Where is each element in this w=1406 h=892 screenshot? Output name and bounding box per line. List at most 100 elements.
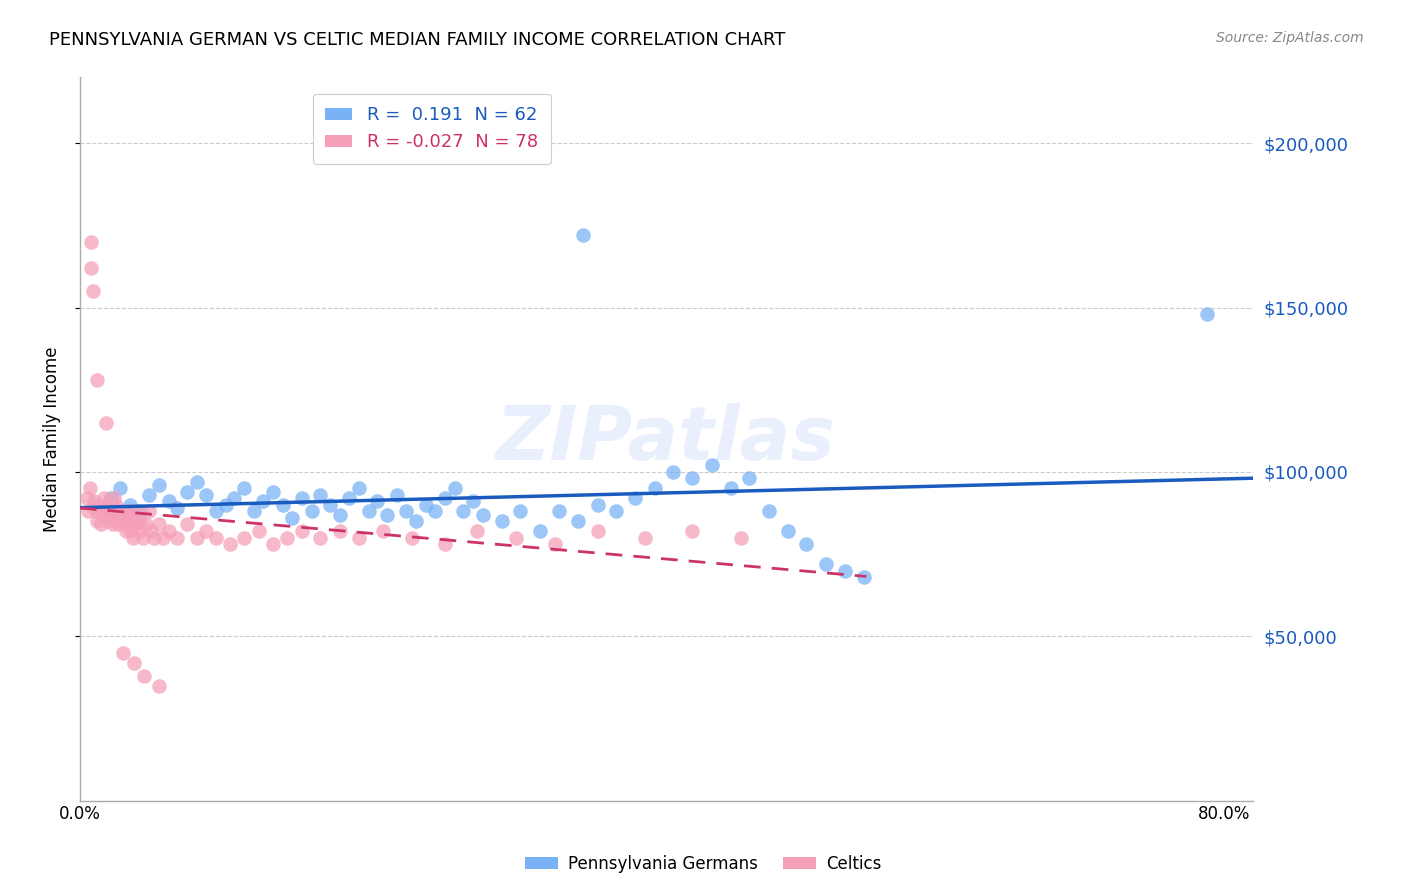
Point: [138, 504, 160, 518]
Point: [110, 514, 132, 528]
Point: [96, 514, 118, 528]
Point: [111, 504, 134, 518]
Point: [112, 517, 135, 532]
Point: [120, 524, 142, 538]
Point: [347, 481, 370, 495]
Point: [117, 517, 139, 532]
Point: [366, 494, 388, 508]
Point: [108, 481, 131, 495]
Point: [290, 524, 312, 538]
Point: [124, 517, 146, 532]
Point: [134, 669, 156, 683]
Legend: Pennsylvania Germans, Celtics: Pennsylvania Germans, Celtics: [517, 848, 889, 880]
Point: [122, 656, 145, 670]
Point: [309, 488, 332, 502]
Point: [371, 524, 394, 538]
Point: [634, 531, 657, 545]
Point: [433, 491, 456, 506]
Legend: R =  0.191  N = 62, R = -0.027  N = 78: R = 0.191 N = 62, R = -0.027 N = 78: [312, 94, 551, 164]
Point: [122, 514, 145, 528]
Point: [815, 557, 838, 571]
Point: [76, 491, 98, 506]
Point: [125, 504, 148, 518]
Point: [128, 524, 150, 538]
Point: [572, 228, 595, 243]
Point: [80, 235, 103, 249]
Point: [176, 484, 198, 499]
Point: [280, 511, 302, 525]
Point: [103, 504, 125, 518]
Point: [247, 524, 270, 538]
Point: [86, 373, 108, 387]
Point: [104, 498, 127, 512]
Point: [129, 514, 152, 528]
Point: [166, 531, 188, 545]
Point: [148, 517, 170, 532]
Point: [567, 514, 589, 528]
Point: [301, 504, 323, 518]
Point: [738, 471, 761, 485]
Point: [423, 504, 446, 518]
Point: [852, 570, 875, 584]
Point: [1195, 307, 1218, 321]
Point: [204, 504, 226, 518]
Point: [89, 504, 111, 518]
Point: [415, 498, 437, 512]
Point: [605, 504, 627, 518]
Point: [219, 537, 242, 551]
Point: [166, 501, 188, 516]
Point: [796, 537, 818, 551]
Point: [115, 511, 138, 525]
Point: [135, 517, 157, 532]
Point: [80, 261, 103, 276]
Point: [91, 504, 114, 518]
Point: [101, 517, 124, 532]
Point: [152, 531, 174, 545]
Point: [262, 537, 284, 551]
Point: [84, 504, 107, 518]
Point: [79, 481, 101, 495]
Point: [758, 504, 780, 518]
Point: [834, 564, 856, 578]
Point: [100, 511, 122, 525]
Point: [347, 531, 370, 545]
Point: [451, 504, 474, 518]
Point: [681, 524, 703, 538]
Point: [114, 524, 136, 538]
Point: [681, 471, 703, 485]
Text: PENNSYLVANIA GERMAN VS CELTIC MEDIAN FAMILY INCOME CORRELATION CHART: PENNSYLVANIA GERMAN VS CELTIC MEDIAN FAM…: [49, 31, 786, 49]
Y-axis label: Median Family Income: Median Family Income: [44, 346, 60, 532]
Point: [623, 491, 645, 506]
Point: [243, 504, 266, 518]
Text: Source: ZipAtlas.com: Source: ZipAtlas.com: [1216, 31, 1364, 45]
Point: [94, 416, 117, 430]
Point: [233, 531, 256, 545]
Point: [148, 679, 170, 693]
Point: [395, 504, 418, 518]
Point: [215, 498, 238, 512]
Point: [100, 491, 122, 506]
Point: [105, 511, 128, 525]
Point: [94, 504, 117, 518]
Point: [401, 531, 423, 545]
Point: [233, 481, 256, 495]
Point: [186, 531, 208, 545]
Point: [387, 488, 409, 502]
Point: [730, 531, 752, 545]
Point: [118, 504, 141, 518]
Point: [505, 531, 527, 545]
Point: [107, 517, 129, 532]
Point: [108, 504, 131, 518]
Point: [194, 488, 217, 502]
Point: [157, 494, 180, 508]
Point: [186, 475, 208, 489]
Point: [83, 494, 105, 508]
Point: [138, 488, 160, 502]
Point: [586, 524, 609, 538]
Point: [329, 524, 352, 538]
Point: [121, 531, 143, 545]
Point: [276, 531, 298, 545]
Point: [467, 524, 489, 538]
Point: [271, 498, 294, 512]
Point: [329, 508, 352, 522]
